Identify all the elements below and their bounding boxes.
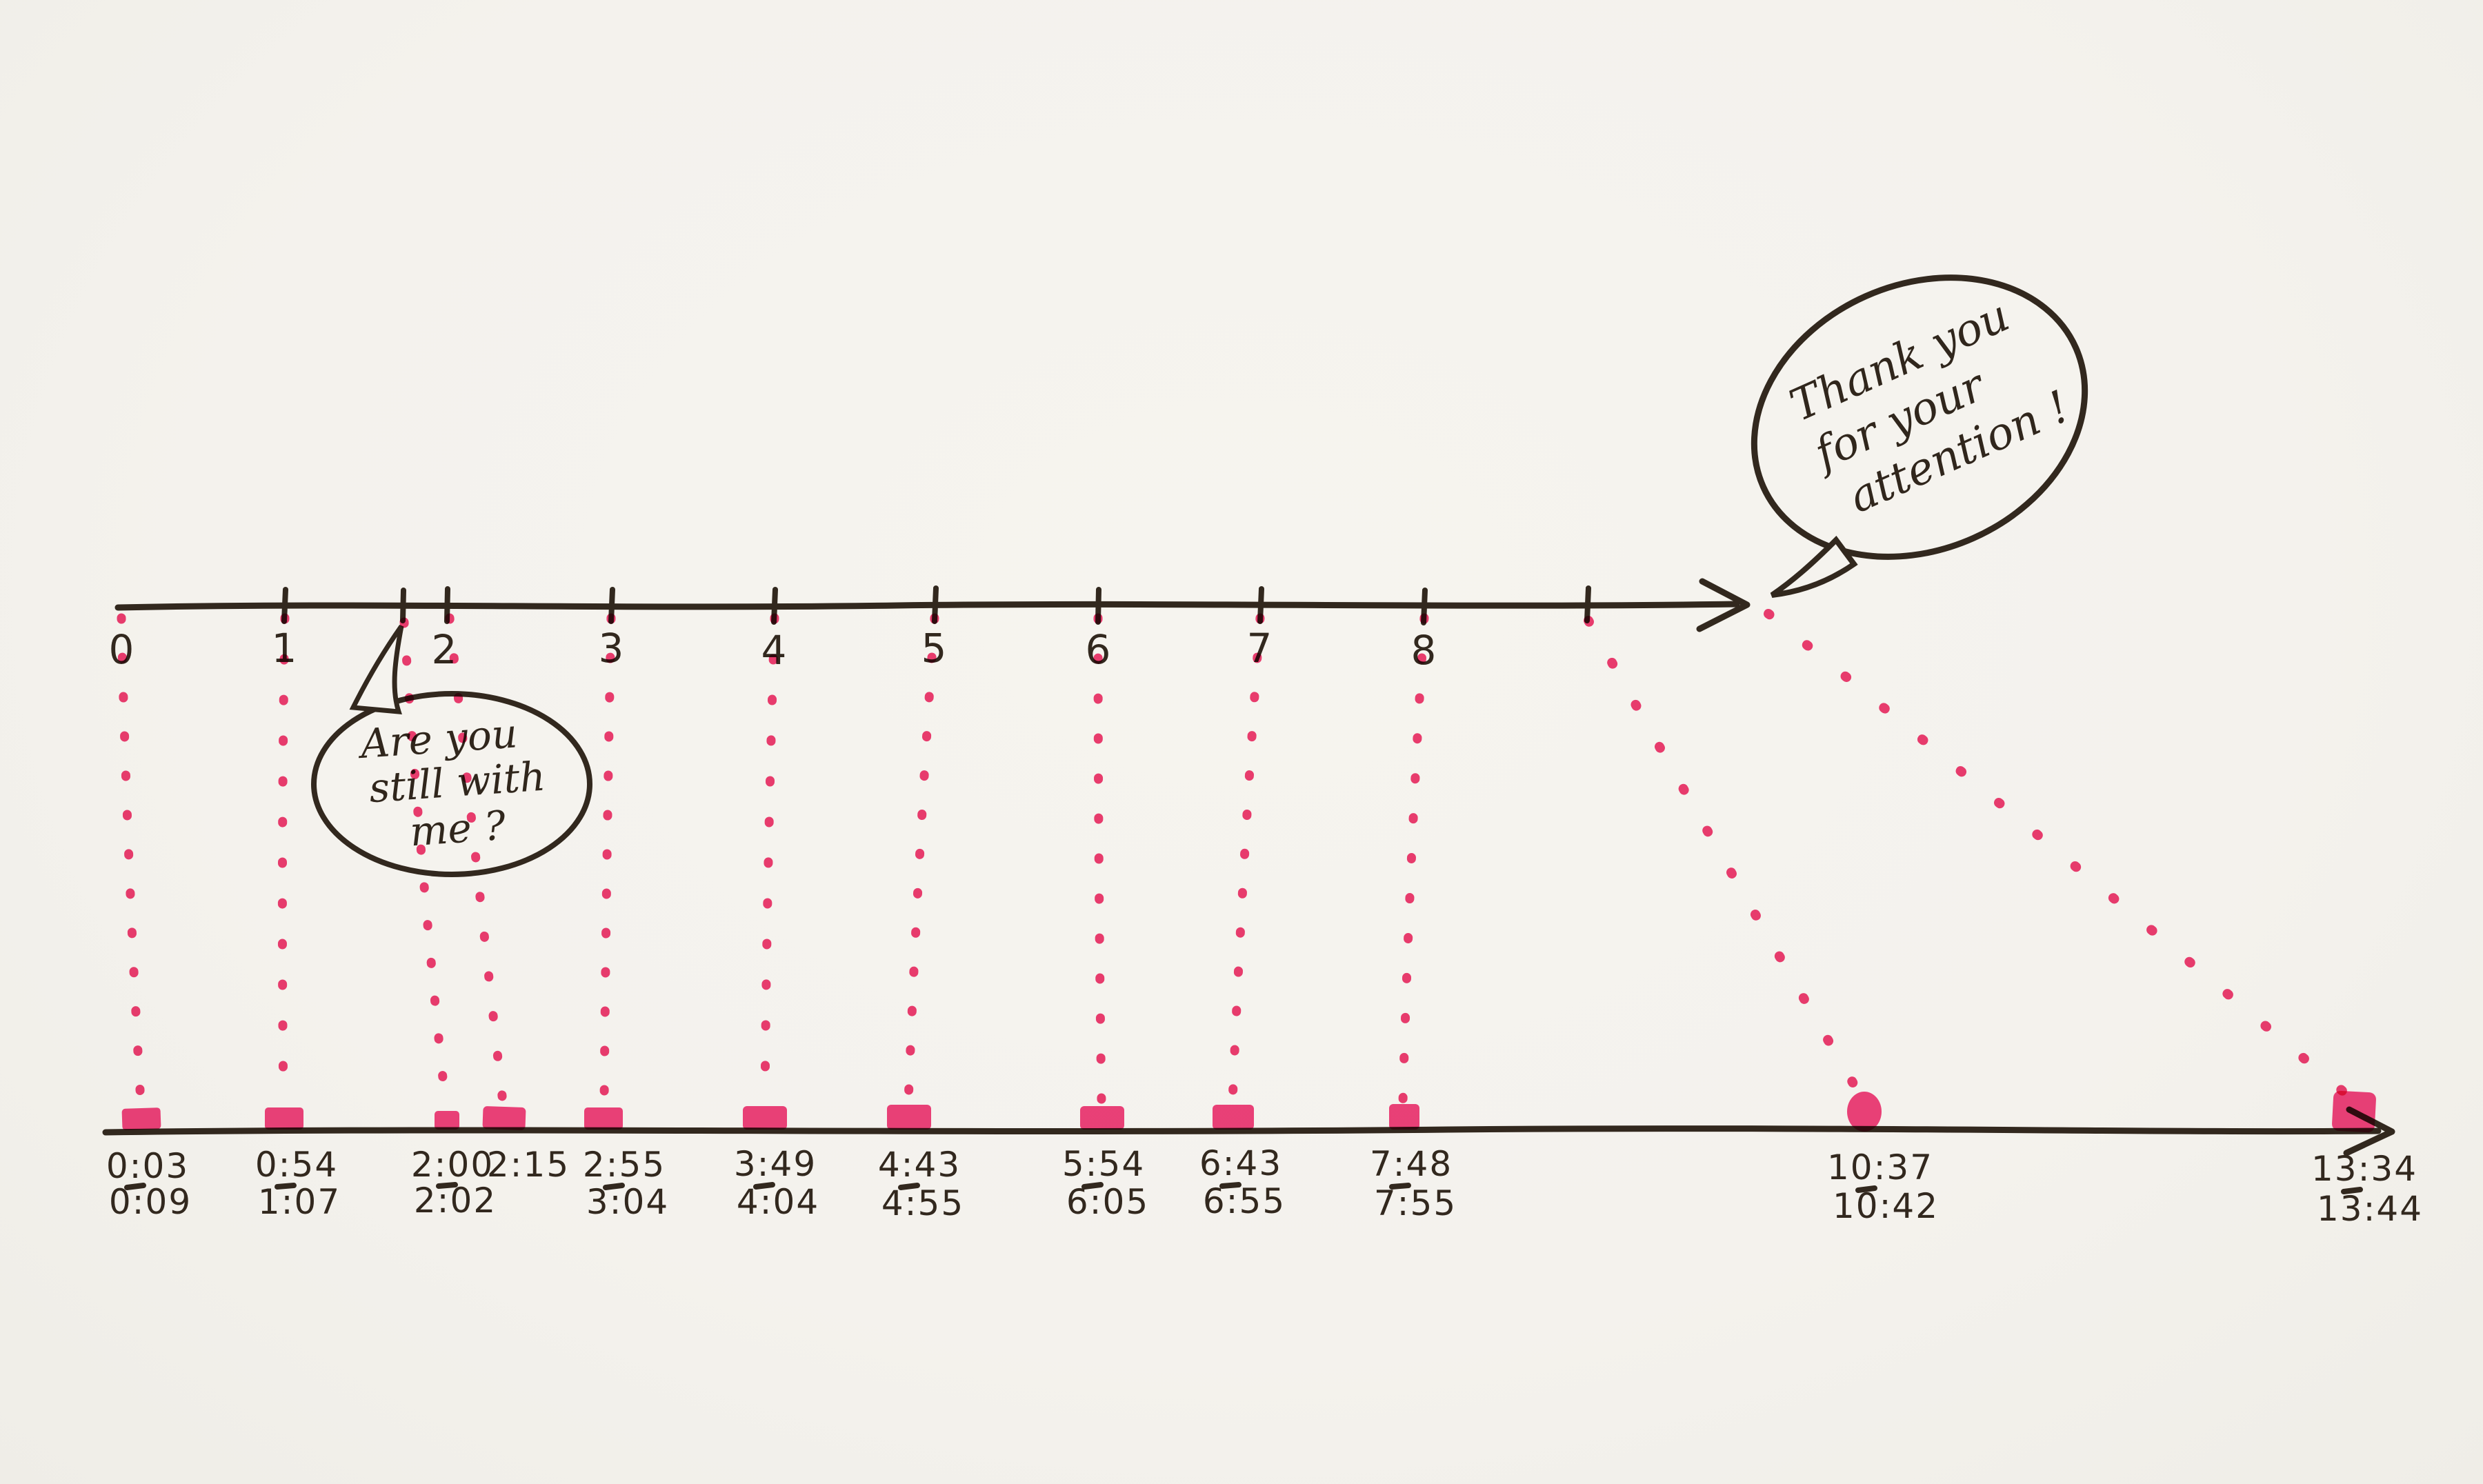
time-end: 13:44 [2317,1189,2423,1229]
range-dash [603,1183,625,1190]
blob-748 [1389,1104,1419,1130]
time-range-7: 6:43 6:55 [1199,1143,1286,1221]
time-end: 3:04 [586,1182,669,1222]
dotted-line-slide2-first [399,617,450,1108]
thanks-bubble-outline [1751,274,2088,560]
tick-end-unlabeled [1584,585,1591,623]
bottom-axis-line [102,1125,2382,1136]
time-start: 7:48 [1370,1144,1453,1184]
time-range-5: 4:43 4:55 [878,1145,964,1223]
dotted-line-slide3 [599,613,616,1107]
dotted-line-slide6 [1093,613,1106,1107]
slide-label-1: 1 [272,625,297,672]
slide-label-8: 8 [1411,627,1437,674]
blob-349 [743,1106,787,1130]
range-dash [1219,1182,1242,1189]
dotted-line-1037 [1584,616,1866,1101]
speech-bubble-thanks: Thank you for your attention ! [1751,274,2088,598]
dotted-line-slide5 [904,613,939,1107]
range-dash [2341,1187,2363,1194]
time-end: 4:55 [881,1183,964,1223]
time-range-2b: 2:15 [487,1145,570,1185]
range-dash [898,1183,920,1190]
time-end: 4:04 [737,1182,819,1222]
time-end: 7:55 [1374,1183,1457,1223]
time-start: 10:37 [1827,1147,1933,1187]
dotted-line-1334 [1764,609,2355,1103]
range-dash [1855,1185,1877,1193]
blob-443 [887,1105,931,1130]
slide-label-2: 2 [432,626,457,673]
range-dash [753,1182,775,1190]
blob-215 [482,1106,526,1130]
dotted-line-slide1 [277,613,290,1107]
blob-643 [1213,1105,1254,1130]
dotted-line-slide7 [1228,613,1265,1107]
dotted-line-slide4 [760,613,779,1107]
time-start: 4:43 [878,1145,961,1185]
blob-1334 [2332,1090,2376,1133]
time-start: 6:43 [1199,1143,1282,1183]
time-end: 6:55 [1203,1181,1286,1221]
dotted-line-slide0 [117,613,146,1107]
time-range-6: 5:54 6:05 [1062,1144,1149,1222]
range-dash [436,1182,458,1189]
range-dash [1389,1183,1411,1190]
thanks-bubble-tail [1770,535,1858,598]
slide-label-6: 6 [1086,626,1111,673]
top-axis: 0 1 2 3 4 5 6 7 8 [109,578,1751,674]
question-bubble-outline [311,691,592,877]
range-dash [1081,1182,1104,1190]
time-start: 13:34 [2311,1149,2417,1189]
range-dash [124,1183,146,1190]
speech-bubble-question: Are you still with me ? [311,624,592,877]
slide-label-0: 0 [109,626,134,673]
marker-blobs [121,1090,2376,1133]
question-line-3: me ? [408,802,508,856]
time-end: 2:02 [414,1181,497,1221]
blob-200 [435,1111,459,1130]
time-end: 6:05 [1066,1182,1149,1222]
time-end: 0:09 [109,1182,192,1222]
time-start: 0:54 [255,1145,338,1185]
time-range-2: 2:00 2:02 [411,1145,497,1221]
time-range-9: 10:37 10:42 [1827,1147,1939,1226]
time-start: 2:00 [411,1145,494,1185]
dotted-line-slide8 [1398,613,1429,1107]
time-start: 2:15 [487,1145,570,1185]
time-range-4: 3:49 4:04 [734,1144,819,1222]
marker-dotted-lines [117,609,2355,1108]
top-axis-line [114,601,1740,611]
range-dash [275,1183,297,1190]
time-start: 5:54 [1062,1144,1145,1184]
slide-label-4: 4 [761,627,787,674]
time-range-0: 0:03 0:09 [106,1146,192,1222]
blob-1037 [1847,1092,1882,1132]
time-start: 3:49 [734,1144,817,1184]
time-range-1: 0:54 1:07 [255,1145,341,1222]
top-axis-arrowhead-icon [1696,578,1751,632]
blob-554 [1080,1106,1124,1130]
time-start: 2:55 [583,1145,666,1185]
blob-054 [265,1107,303,1130]
blob-003 [121,1107,161,1130]
blob-255 [584,1107,623,1130]
time-start: 0:03 [106,1146,189,1186]
slide-label-7: 7 [1247,625,1273,672]
slide-label-3: 3 [599,625,624,672]
time-end: 1:07 [258,1182,341,1222]
time-range-3: 2:55 3:04 [583,1145,669,1222]
time-range-10: 13:34 13:44 [2311,1149,2423,1229]
dotted-line-slide2-second [445,613,508,1107]
slide-label-5: 5 [921,625,947,672]
question-bubble-tail [349,624,404,714]
time-range-8: 7:48 7:55 [1370,1144,1457,1223]
question-line-1: Are you [356,710,519,768]
time-labels: 0:03 0:09 0:54 1:07 2:00 2:02 2:15 2:55 … [106,1143,2423,1229]
time-end: 10:42 [1833,1186,1939,1226]
